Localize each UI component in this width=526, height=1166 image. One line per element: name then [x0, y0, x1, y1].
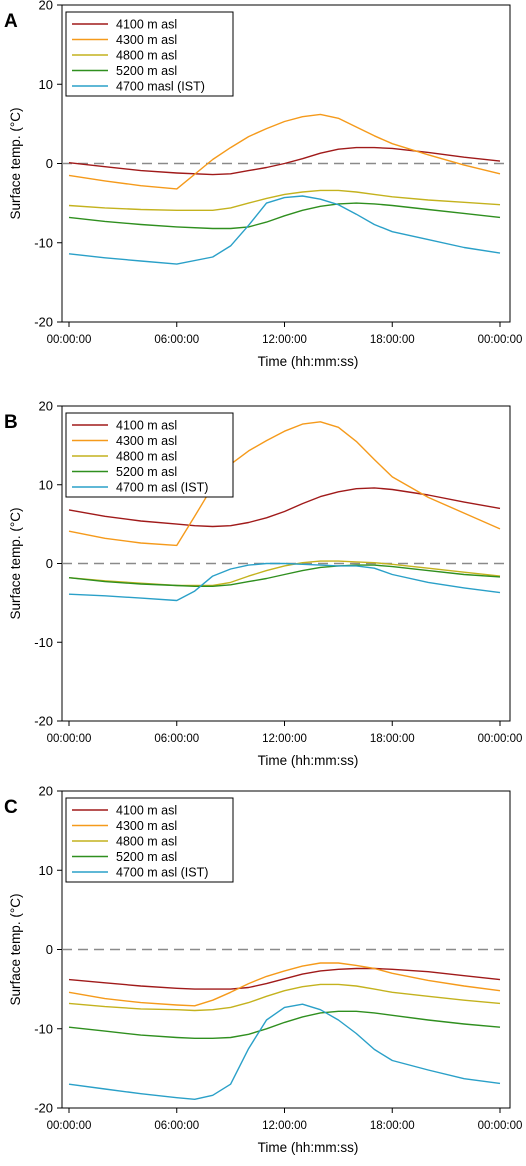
- chart-panel-b: B -20 -10 0 10 20 00:00:00 06:00:00 12:00:00 18:0…: [4, 399, 522, 769]
- x-tick-label: 18:00:00: [370, 1120, 415, 1132]
- x-tick-label: 00:00:00: [478, 334, 523, 346]
- panel-label: A: [4, 11, 18, 32]
- y-tick-label: -10: [34, 1021, 53, 1036]
- series-line-5: [68, 562, 501, 602]
- y-tick-label: -10: [34, 635, 53, 650]
- panel-label: C: [4, 797, 18, 818]
- series-line-2: [68, 113, 501, 190]
- x-tick-label: 06:00:00: [154, 334, 199, 346]
- chart-panel-a: A -20 -10 0 10 20 00:00:00 06:00:00 12:00:00 18:0…: [4, 0, 522, 369]
- legend-entry-2: 4300 m asl: [116, 819, 177, 833]
- legend-entry-5: 4700 m asl (IST): [116, 866, 208, 880]
- series-line-2: [68, 962, 501, 1007]
- legend-entry-4: 5200 m asl: [116, 64, 177, 78]
- x-tick-label: 12:00:00: [262, 334, 307, 346]
- series-line-3: [68, 189, 501, 212]
- y-tick-label: 10: [39, 477, 53, 492]
- y-tick-label: 20: [39, 0, 53, 13]
- y-axis-label: Surface temp. (°C): [8, 894, 23, 1006]
- x-tick-label: 06:00:00: [154, 733, 199, 745]
- x-tick-label: 00:00:00: [47, 334, 92, 346]
- y-tick-label: -10: [34, 235, 53, 250]
- series-line-5: [68, 1003, 501, 1101]
- y-tick-label: 0: [46, 942, 53, 957]
- x-axis-label: Time (hh:mm:ss): [258, 1140, 359, 1155]
- series-line-3: [68, 983, 501, 1012]
- legend-entry-4: 5200 m asl: [116, 850, 177, 864]
- x-axis-label: Time (hh:mm:ss): [258, 354, 359, 369]
- y-tick-label: -20: [34, 1101, 53, 1116]
- legend-entry-1: 4100 m asl: [116, 419, 177, 433]
- series-line-4: [68, 564, 501, 587]
- x-tick-label: 00:00:00: [478, 1120, 523, 1132]
- x-tick-label: 00:00:00: [47, 1120, 92, 1132]
- legend-box: [65, 797, 234, 883]
- legend-entry-3: 4800 m asl: [116, 450, 177, 464]
- legend-entry-5: 4700 masl (IST): [116, 80, 205, 94]
- legend-entry-1: 4100 m asl: [116, 804, 177, 818]
- x-tick-label: 18:00:00: [370, 334, 415, 346]
- legend-entry-1: 4100 m asl: [116, 18, 177, 32]
- series-line-4: [68, 1010, 501, 1040]
- panel-label: B: [4, 412, 18, 433]
- legend-box: [65, 11, 234, 97]
- legend-entry-3: 4800 m asl: [116, 49, 177, 63]
- x-tick-label: 06:00:00: [154, 1120, 199, 1132]
- y-tick-label: 0: [46, 556, 53, 571]
- y-axis-label: Surface temp. (°C): [8, 108, 23, 220]
- y-tick-label: -20: [34, 714, 53, 729]
- y-axis-label: Surface temp. (°C): [8, 508, 23, 620]
- legend-entry-2: 4300 m asl: [116, 33, 177, 47]
- x-tick-label: 18:00:00: [370, 733, 415, 745]
- series-line-1: [68, 487, 501, 528]
- series-line-3: [68, 560, 501, 587]
- y-tick-label: 10: [39, 77, 53, 92]
- series-line-5: [68, 195, 501, 265]
- x-tick-label: 00:00:00: [478, 733, 523, 745]
- y-tick-label: 0: [46, 156, 53, 171]
- y-tick-label: -20: [34, 315, 53, 330]
- x-tick-label: 12:00:00: [262, 733, 307, 745]
- series-line-2: [68, 421, 501, 547]
- x-tick-label: 00:00:00: [47, 733, 92, 745]
- series-line-4: [68, 202, 501, 230]
- chart-panel-c: C -20 -10 0 10 20 00:00:00 06:00:00 12:00:00 18:0…: [4, 784, 522, 1156]
- y-tick-label: 20: [39, 399, 53, 414]
- legend-entry-5: 4700 m asl (IST): [116, 481, 208, 495]
- y-tick-label: 20: [39, 784, 53, 799]
- legend-entry-2: 4300 m asl: [116, 434, 177, 448]
- x-axis-label: Time (hh:mm:ss): [258, 753, 359, 768]
- series-line-1: [68, 146, 501, 176]
- legend-entry-3: 4800 m asl: [116, 835, 177, 849]
- x-tick-label: 12:00:00: [262, 1120, 307, 1132]
- legend-box: [65, 412, 234, 498]
- y-tick-label: 10: [39, 863, 53, 878]
- legend-entry-4: 5200 m asl: [116, 465, 177, 479]
- series-line-1: [68, 967, 501, 990]
